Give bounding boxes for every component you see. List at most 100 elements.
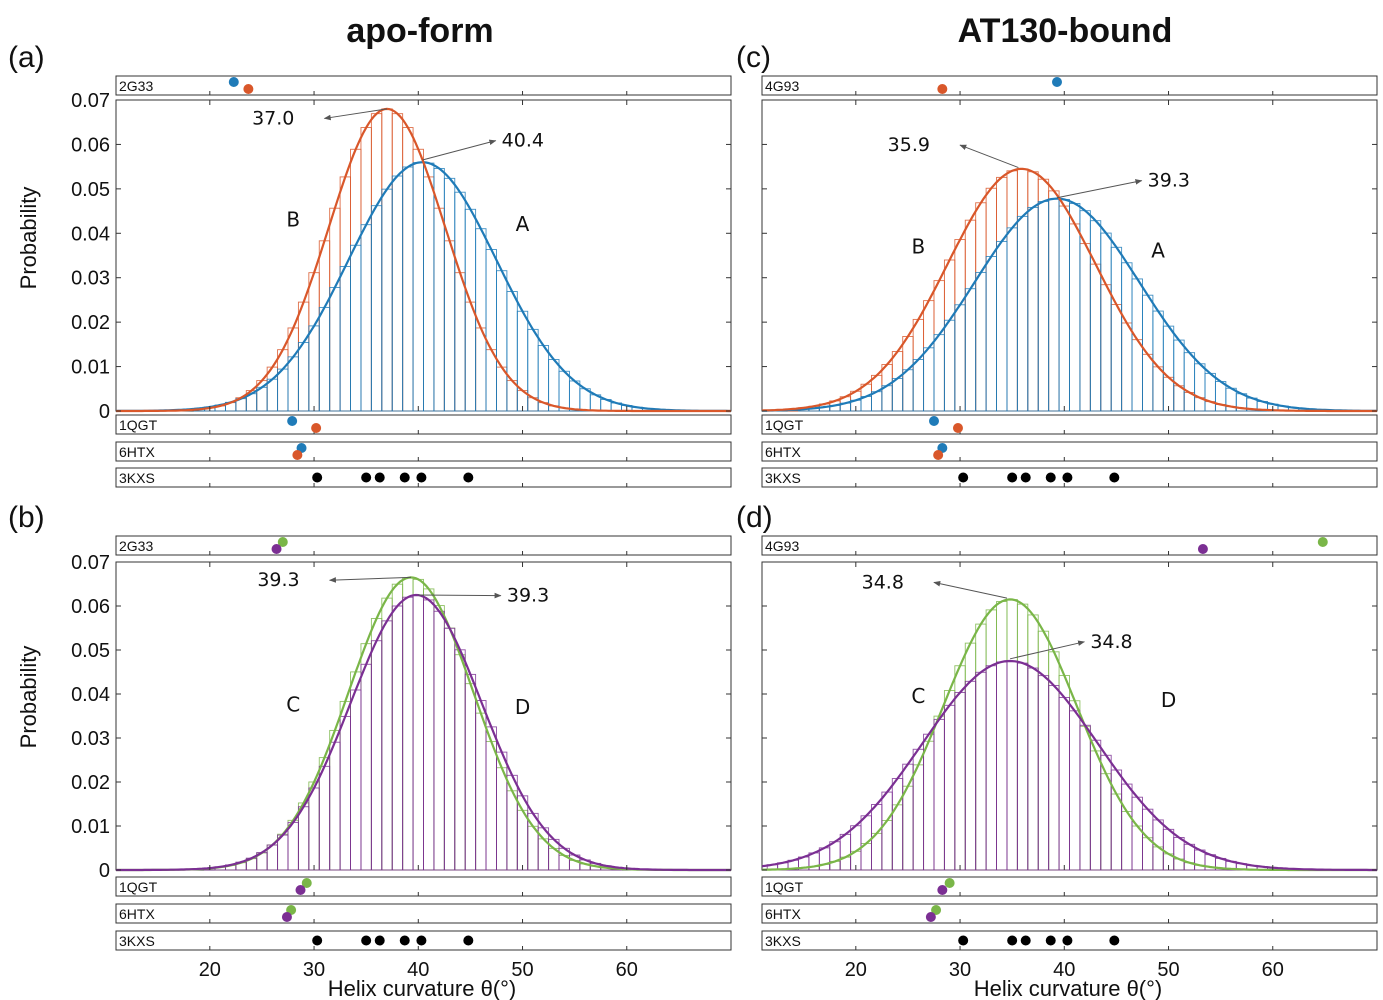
annotation-arrow (418, 592, 502, 599)
y-tick-label: 0.02 (71, 772, 110, 794)
distribution-curve-D (116, 593, 731, 872)
structure-dot (937, 84, 948, 94)
panel-label-d: (d) (736, 501, 773, 534)
ref-structure-dot (1020, 935, 1031, 946)
x-axis-label-right: Helix curvature θ(°) (974, 976, 1163, 1000)
column-title-at130: AT130-bound (958, 12, 1173, 50)
panel-label-c: (c) (736, 41, 771, 74)
curve-label-A: A (516, 212, 530, 236)
strip-box (115, 535, 732, 556)
y-axis-label-bottom: Probability (16, 646, 41, 749)
strip-box (115, 876, 732, 897)
ref-structure-dot (1109, 935, 1120, 946)
strip-label: 6HTX (765, 444, 801, 460)
annotation-arrow (959, 144, 1019, 168)
ref-structure-dot (374, 935, 385, 946)
y-tick-label: 0.01 (71, 816, 110, 838)
y-axis-label-top: Probability (16, 187, 41, 290)
structure-dot (287, 416, 298, 426)
strip-label: 6HTX (119, 906, 155, 922)
y-tick-label: 0.06 (71, 134, 110, 156)
structure-dot (277, 537, 288, 547)
peak-annotation: 34.8 (1090, 631, 1132, 653)
curve-label-B: B (911, 234, 925, 258)
strip-box (761, 414, 1378, 435)
annotation-arrow (422, 139, 497, 161)
ref-structure-dot (1062, 935, 1073, 946)
ref-structure-dot (416, 472, 427, 483)
strip-label: 2G33 (119, 538, 153, 554)
curve-label-C: C (911, 684, 925, 708)
peak-annotation: 34.8 (862, 571, 904, 593)
strip-label: 3KXS (119, 470, 155, 486)
strip-label: 4G93 (765, 78, 799, 94)
y-tick-label: 0.02 (71, 312, 110, 334)
ref-structure-dot (1109, 472, 1120, 483)
y-tick-label: 0.05 (71, 640, 110, 662)
structure-dot (228, 77, 239, 87)
curve-label-A: A (1151, 239, 1165, 263)
panel-label-a: (a) (8, 41, 45, 74)
curve-label-C: C (286, 693, 300, 717)
ref-structure-dot (399, 472, 410, 483)
strip-box (115, 441, 732, 462)
x-tick-label: 20 (845, 959, 867, 981)
annotation-arrow (1056, 179, 1143, 199)
distribution-curve-B (116, 107, 731, 413)
distribution-curve-B (761, 167, 1377, 413)
structure-dot (933, 450, 944, 460)
structure-dot (271, 544, 282, 554)
structure-dot (1051, 77, 1062, 87)
x-axis-label-left: Helix curvature θ(°) (328, 976, 517, 1000)
chart-panels: 2G33 0 0.01 0.02 0.03 0.04 0.05 0.06 0.07 B A 37.0 4… (71, 75, 1378, 981)
ref-structure-dot (1045, 472, 1056, 483)
structure-dot (301, 878, 312, 888)
panel-b: 2G33 0 0.01 0.02 0.03 0.04 0.05 0.06 0.07 C D 39.3 3… (71, 535, 732, 981)
annotation-arrow (933, 580, 1008, 599)
x-tick-label: 20 (199, 959, 221, 981)
x-tick-label: 50 (511, 959, 533, 981)
strip-box (761, 903, 1378, 924)
x-tick-label: 60 (1262, 959, 1284, 981)
ref-structure-dot (1062, 472, 1073, 483)
strip-box (761, 876, 1378, 897)
distribution-curve-D (761, 659, 1377, 872)
y-tick-label: 0.04 (71, 223, 110, 245)
ref-structure-dot (1045, 935, 1056, 946)
strip-label: 1QGT (119, 417, 158, 433)
structure-dot (292, 450, 303, 460)
peak-annotation: 39.3 (507, 585, 549, 607)
structure-dot (944, 878, 955, 888)
x-tick-label: 60 (616, 959, 638, 981)
panel-a: 2G33 0 0.01 0.02 0.03 0.04 0.05 0.06 0.07 B A 37.0 4… (71, 75, 732, 488)
structure-dot (925, 912, 936, 922)
peak-annotation: 37.0 (252, 107, 294, 129)
structure-dot (311, 423, 322, 433)
structure-dot (243, 84, 254, 94)
ref-structure-dot (416, 935, 427, 946)
curve-label-B: B (286, 208, 300, 232)
panel-d: 4G93 C D 34.8 34.8 1QGT 6HTX 3KXS 20 30 40 50 60 (761, 535, 1378, 981)
structure-dot (295, 885, 306, 895)
ref-structure-dot (399, 935, 410, 946)
strip-box (115, 75, 732, 96)
ref-structure-dot (958, 472, 969, 483)
structure-dot (1197, 544, 1208, 554)
strip-box (761, 441, 1378, 462)
column-title-apo: apo-form (346, 12, 493, 50)
ref-structure-dot (463, 472, 474, 483)
y-tick-label: 0.05 (71, 179, 110, 201)
y-tick-label: 0.03 (71, 268, 110, 290)
ref-structure-dot (312, 472, 323, 483)
ref-structure-dot (374, 472, 385, 483)
ref-structure-dot (1020, 472, 1031, 483)
x-tick-label: 50 (1157, 959, 1179, 981)
ref-structure-dot (958, 935, 969, 946)
y-tick-label: 0.04 (71, 684, 110, 706)
strip-label: 6HTX (119, 444, 155, 460)
strip-box (115, 414, 732, 435)
strip-label: 1QGT (119, 879, 158, 895)
strip-label: 1QGT (765, 879, 804, 895)
strip-label: 2G33 (119, 78, 153, 94)
x-tick-label: 30 (303, 959, 325, 981)
